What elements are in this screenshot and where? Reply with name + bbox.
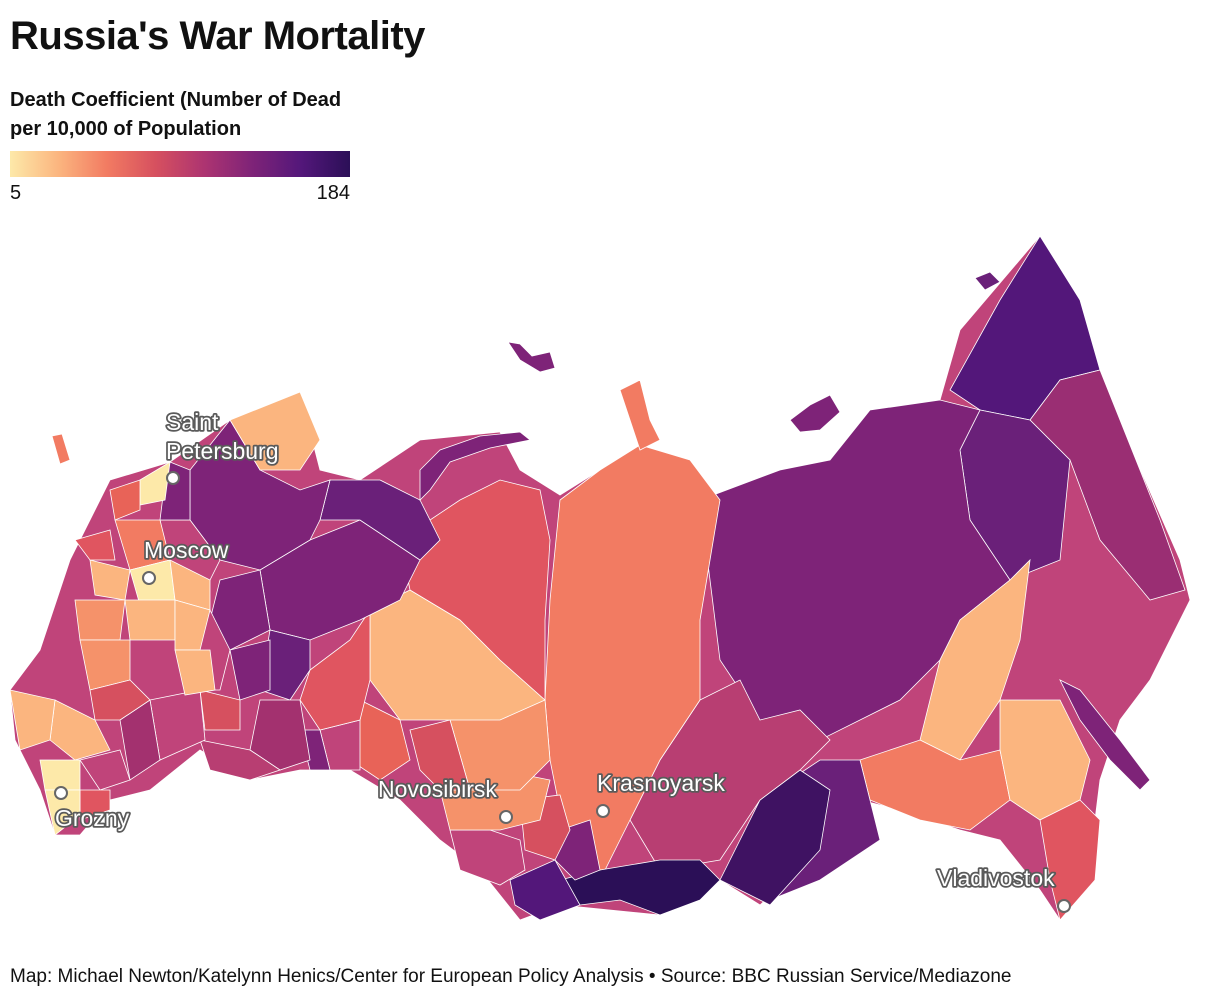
region-novaya-zemlya [419, 431, 531, 501]
city-label-saint-petersburg: Saint Petersburg [166, 409, 279, 464]
region-new-siberian [789, 394, 841, 433]
city-label-vladivostok: Vladivostok [937, 865, 1055, 891]
region-orenburg [199, 739, 281, 781]
city-marker-vladivostok [1057, 899, 1071, 913]
region-murmansk [229, 391, 321, 471]
legend-color-scale [10, 151, 350, 177]
city-label-novosibirsk: Novosibirsk [378, 776, 497, 802]
region-primorsky [1039, 799, 1101, 921]
region-altai-republic [509, 859, 581, 921]
city-marker-krasnoyarsk [596, 804, 610, 818]
region-voronezh [89, 679, 151, 721]
region-franz-josef [507, 341, 556, 373]
region-stavropol [39, 759, 81, 791]
map-title: Russia's War Mortality [10, 14, 425, 58]
legend-title: Death Coefficient (Number of Dead per 10… [10, 89, 342, 140]
region-tatarstan [229, 639, 271, 701]
region-chechnya [44, 789, 81, 836]
region-pskov [74, 529, 116, 561]
region-wrangel [974, 271, 1001, 291]
region-nenets [319, 479, 441, 561]
region-kaliningrad [51, 433, 71, 465]
region-amur [859, 739, 1011, 831]
region-bryansk [74, 599, 126, 641]
region-sverdlovsk [299, 608, 371, 731]
city-label-krasnoyarsk: Krasnoyarsk [597, 770, 725, 796]
city-marker-novosibirsk [499, 810, 513, 824]
region-tula [124, 599, 176, 641]
region-kamchatka [1029, 369, 1186, 601]
region-khabarovsk [919, 558, 1031, 761]
region-bashkortostan [249, 699, 311, 771]
region-severnaya-zemlya [619, 379, 661, 451]
city-label-grozny: Grozny [55, 805, 130, 831]
region-omsk [409, 719, 471, 791]
region-novgorod [109, 479, 141, 521]
region-tuva [559, 859, 721, 916]
city-marker-moscow [142, 571, 156, 585]
city-marker-grozny [54, 786, 68, 800]
russia-choropleth-map: Saint Petersburg Moscow Grozny Novosibir… [9, 235, 1191, 921]
legend-min-value: 5 [10, 182, 22, 204]
region-sakhalin [1059, 679, 1151, 791]
source-credit: Map: Michael Newton/Katelynn Henics/Cent… [10, 966, 1012, 987]
region-altai-krai [449, 829, 526, 886]
region-krasnodar [9, 689, 56, 751]
city-label-moscow: Moscow [144, 537, 229, 563]
city-marker-saint-petersburg [166, 471, 180, 485]
region-samara [199, 689, 241, 731]
region-kalmykia [79, 749, 131, 791]
legend-max-value: 184 [316, 182, 350, 204]
region-penza [174, 649, 216, 696]
